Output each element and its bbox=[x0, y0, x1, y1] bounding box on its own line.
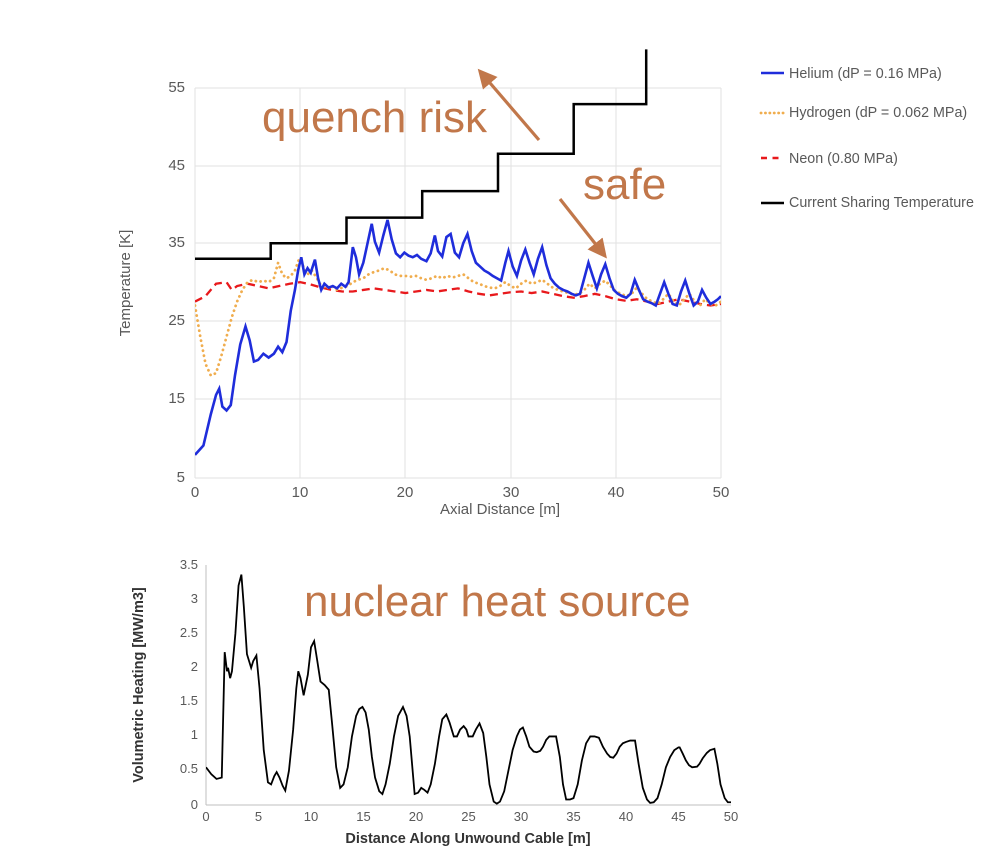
svg-text:0.5: 0.5 bbox=[180, 761, 198, 776]
svg-text:3: 3 bbox=[191, 591, 198, 606]
svg-text:30: 30 bbox=[514, 809, 528, 824]
svg-text:nuclear heat source: nuclear heat source bbox=[304, 577, 690, 626]
svg-text:Volumetric Heating [MW/m3]: Volumetric Heating [MW/m3] bbox=[131, 587, 147, 783]
svg-text:50: 50 bbox=[713, 484, 730, 501]
svg-text:Helium (dP = 0.16 MPa): Helium (dP = 0.16 MPa) bbox=[789, 66, 942, 82]
svg-text:1.5: 1.5 bbox=[180, 693, 198, 708]
svg-text:0: 0 bbox=[202, 809, 209, 824]
svg-text:40: 40 bbox=[619, 809, 633, 824]
svg-text:2.5: 2.5 bbox=[180, 625, 198, 640]
svg-text:safe: safe bbox=[583, 160, 666, 209]
svg-text:Current Sharing Temperature: Current Sharing Temperature bbox=[789, 195, 974, 211]
svg-text:35: 35 bbox=[566, 809, 580, 824]
svg-text:50: 50 bbox=[724, 809, 738, 824]
svg-text:Hydrogen (dP = 0.062 MPa): Hydrogen (dP = 0.062 MPa) bbox=[789, 105, 967, 121]
svg-text:5: 5 bbox=[255, 809, 262, 824]
svg-text:10: 10 bbox=[304, 809, 318, 824]
svg-text:quench risk: quench risk bbox=[262, 93, 488, 142]
svg-text:15: 15 bbox=[356, 809, 370, 824]
svg-text:45: 45 bbox=[168, 157, 185, 174]
svg-text:Neon (0.80 MPa): Neon (0.80 MPa) bbox=[789, 151, 898, 167]
svg-text:45: 45 bbox=[671, 809, 685, 824]
svg-text:Temperature [K]: Temperature [K] bbox=[117, 230, 134, 337]
svg-text:20: 20 bbox=[409, 809, 423, 824]
svg-text:40: 40 bbox=[608, 484, 625, 501]
svg-text:2: 2 bbox=[191, 659, 198, 674]
svg-text:5: 5 bbox=[177, 469, 185, 486]
svg-text:0: 0 bbox=[191, 797, 198, 812]
svg-text:20: 20 bbox=[397, 484, 414, 501]
svg-text:Distance Along Unwound Cable [: Distance Along Unwound Cable [m] bbox=[345, 831, 590, 847]
svg-text:0: 0 bbox=[191, 484, 199, 501]
svg-text:25: 25 bbox=[461, 809, 475, 824]
svg-text:25: 25 bbox=[168, 312, 185, 329]
svg-text:30: 30 bbox=[503, 484, 520, 501]
svg-text:35: 35 bbox=[168, 234, 185, 251]
svg-text:15: 15 bbox=[168, 390, 185, 407]
svg-text:55: 55 bbox=[168, 79, 185, 96]
svg-text:1: 1 bbox=[191, 727, 198, 742]
svg-text:3.5: 3.5 bbox=[180, 557, 198, 572]
svg-text:10: 10 bbox=[292, 484, 309, 501]
